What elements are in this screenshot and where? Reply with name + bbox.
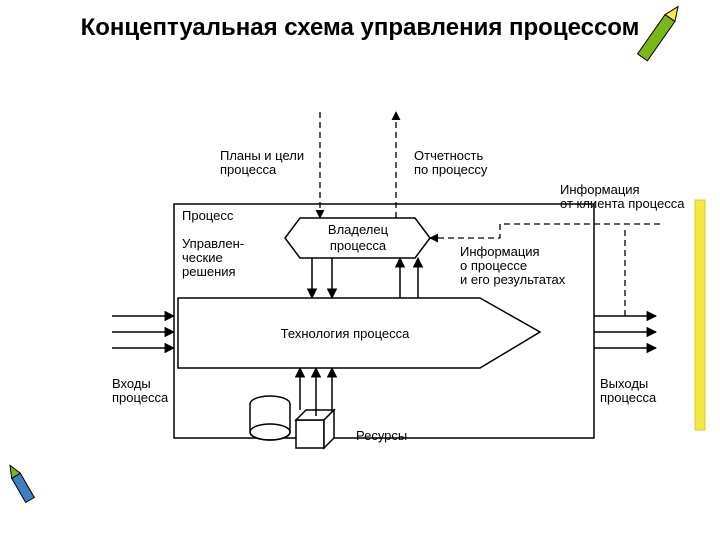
- decisions-label-3: решения: [182, 264, 236, 279]
- reporting-label-2: по процессу: [414, 162, 488, 177]
- plans-label-1: Планы и цели: [220, 148, 304, 163]
- outputs-label-1: Выходы: [600, 376, 648, 391]
- resources-label: Ресурсы: [356, 428, 407, 443]
- resource-cube-icon: [296, 410, 334, 448]
- decisions-label-1: Управлен-: [182, 236, 244, 251]
- process-frame-label: Процесс: [182, 208, 234, 223]
- outputs-label-2: процесса: [600, 390, 657, 405]
- plans-label-2: процесса: [220, 162, 277, 177]
- owner-label-2: процесса: [330, 238, 387, 253]
- inputs-label-2: процесса: [112, 390, 169, 405]
- diagram-canvas: Процесс Владелец процесса Технология про…: [0, 0, 720, 540]
- resource-cylinder-icon: [250, 396, 290, 440]
- crayon-right-yellow-icon: [695, 200, 705, 430]
- technology-label: Технология процесса: [281, 326, 410, 341]
- crayon-bottom-left-icon: [6, 463, 35, 503]
- inputs-label-1: Входы: [112, 376, 151, 391]
- info-client-label-2: от клиента процесса: [560, 196, 685, 211]
- info-process-label-1: Информация: [460, 244, 540, 259]
- decisions-label-2: ческие: [182, 250, 223, 265]
- info-process-label-3: и его результатах: [460, 272, 566, 287]
- info-process-label-2: о процессе: [460, 258, 527, 273]
- owner-label-1: Владелец: [328, 222, 389, 237]
- crayon-top-right-icon: [638, 3, 683, 61]
- reporting-label-1: Отчетность: [414, 148, 483, 163]
- info-client-label-1: Информация: [560, 182, 640, 197]
